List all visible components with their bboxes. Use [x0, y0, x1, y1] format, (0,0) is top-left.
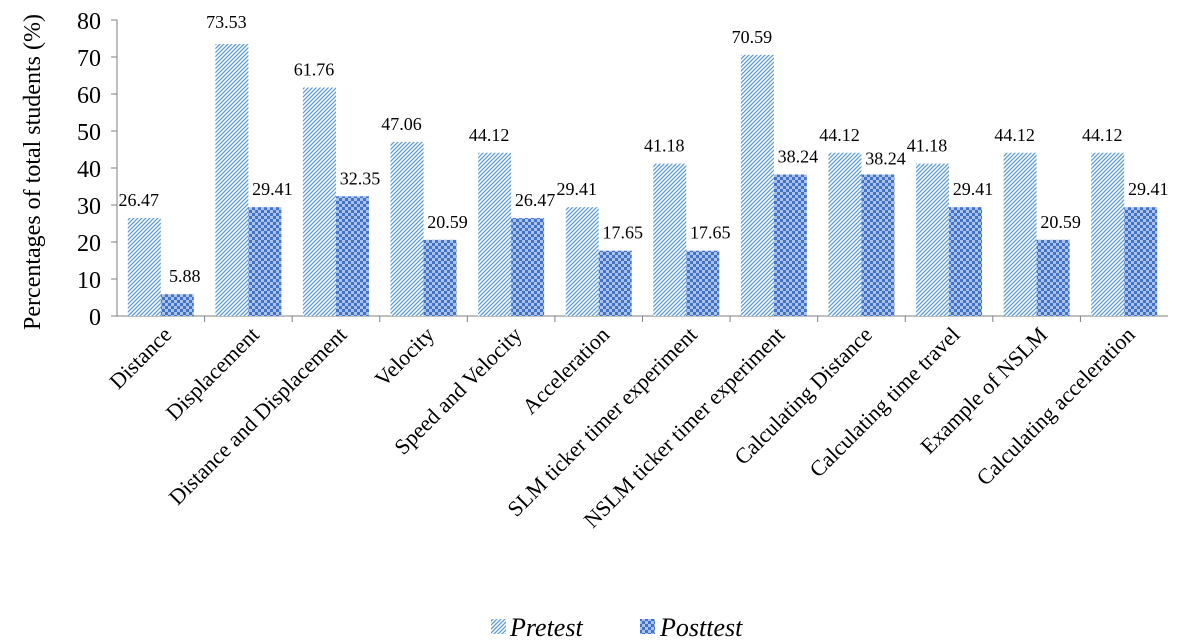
y-tick-label: 70 [77, 46, 101, 72]
pretest-legend-swatch [491, 619, 506, 634]
pretest-data-label: 44.12 [819, 125, 860, 145]
posttest-data-label: 26.47 [515, 190, 556, 210]
y-axis-label: Percentages of total students (%) [20, 14, 46, 330]
posttest-legend-label: Posttest [659, 613, 743, 641]
posttest-bar [1036, 239, 1070, 316]
posttest-bar [949, 207, 983, 316]
posttest-bar [861, 174, 895, 316]
y-tick-label: 40 [77, 157, 101, 183]
posttest-bar [423, 239, 457, 316]
pretest-bar [1003, 152, 1037, 316]
pretest-data-label: 41.18 [644, 136, 685, 156]
posttest-data-label: 32.35 [340, 168, 381, 188]
posttest-bar [1124, 207, 1158, 316]
pretest-data-label: 29.41 [556, 179, 597, 199]
pretest-bar [127, 218, 161, 316]
y-tick-label: 80 [77, 9, 101, 35]
posttest-bar [335, 196, 369, 316]
y-tick-label: 10 [77, 268, 101, 294]
posttest-data-label: 38.24 [865, 149, 906, 169]
y-tick-label: 50 [77, 120, 101, 146]
pretest-data-label: 47.06 [381, 114, 422, 134]
pretest-bar [215, 43, 249, 317]
posttest-bar [598, 250, 632, 316]
posttest-data-label: 17.65 [690, 223, 731, 243]
posttest-data-label: 29.41 [953, 179, 994, 199]
x-category-label: Distance [104, 322, 176, 394]
posttest-bar [511, 218, 545, 316]
legend: Pretest Posttest [491, 613, 743, 641]
pretest-bar [302, 87, 336, 316]
x-category-label: Velocity [370, 322, 440, 392]
pretest-bar [478, 152, 512, 316]
x-category-label: Calculating time travel [804, 322, 964, 482]
posttest-legend-swatch [640, 619, 655, 634]
pretest-bar [828, 152, 862, 316]
posttest-data-label: 20.59 [427, 212, 468, 232]
x-category-label: Distance and Displacement [164, 322, 352, 510]
pretest-data-label: 70.59 [732, 27, 773, 47]
pretest-legend-label: Pretest [509, 613, 583, 641]
pretest-data-label: 61.76 [294, 59, 335, 79]
pretest-bar [740, 54, 774, 316]
pretest-bar [565, 207, 599, 316]
y-tick-label: 0 [89, 305, 101, 331]
pretest-data-label: 41.18 [907, 136, 948, 156]
posttest-data-label: 17.65 [602, 223, 643, 243]
pretest-bar [1091, 152, 1125, 316]
pretest-data-label: 73.53 [206, 12, 247, 32]
pretest-data-label: 44.12 [1082, 125, 1123, 145]
pretest-bar [653, 163, 687, 316]
posttest-data-label: 29.41 [252, 179, 293, 199]
posttest-data-label: 29.41 [1128, 179, 1169, 199]
y-tick-label: 60 [77, 83, 101, 109]
pretest-data-label: 44.12 [469, 125, 510, 145]
posttest-data-label: 38.24 [778, 147, 819, 167]
posttest-data-label: 20.59 [1040, 212, 1081, 232]
posttest-data-label: 5.88 [169, 266, 201, 286]
posttest-bar [686, 250, 720, 316]
y-tick-label: 30 [77, 194, 101, 220]
posttest-bar [773, 174, 807, 316]
y-tick-label: 20 [77, 231, 101, 257]
pretest-bar [916, 163, 950, 316]
x-category-label: Acceleration [517, 322, 614, 419]
posttest-bar [248, 207, 282, 316]
x-category-label: Calculating acceleration [971, 322, 1139, 490]
pretest-data-label: 44.12 [994, 125, 1035, 145]
pretest-data-label: 26.47 [119, 190, 160, 210]
pretest-bar [390, 141, 424, 316]
posttest-bar [160, 294, 194, 316]
